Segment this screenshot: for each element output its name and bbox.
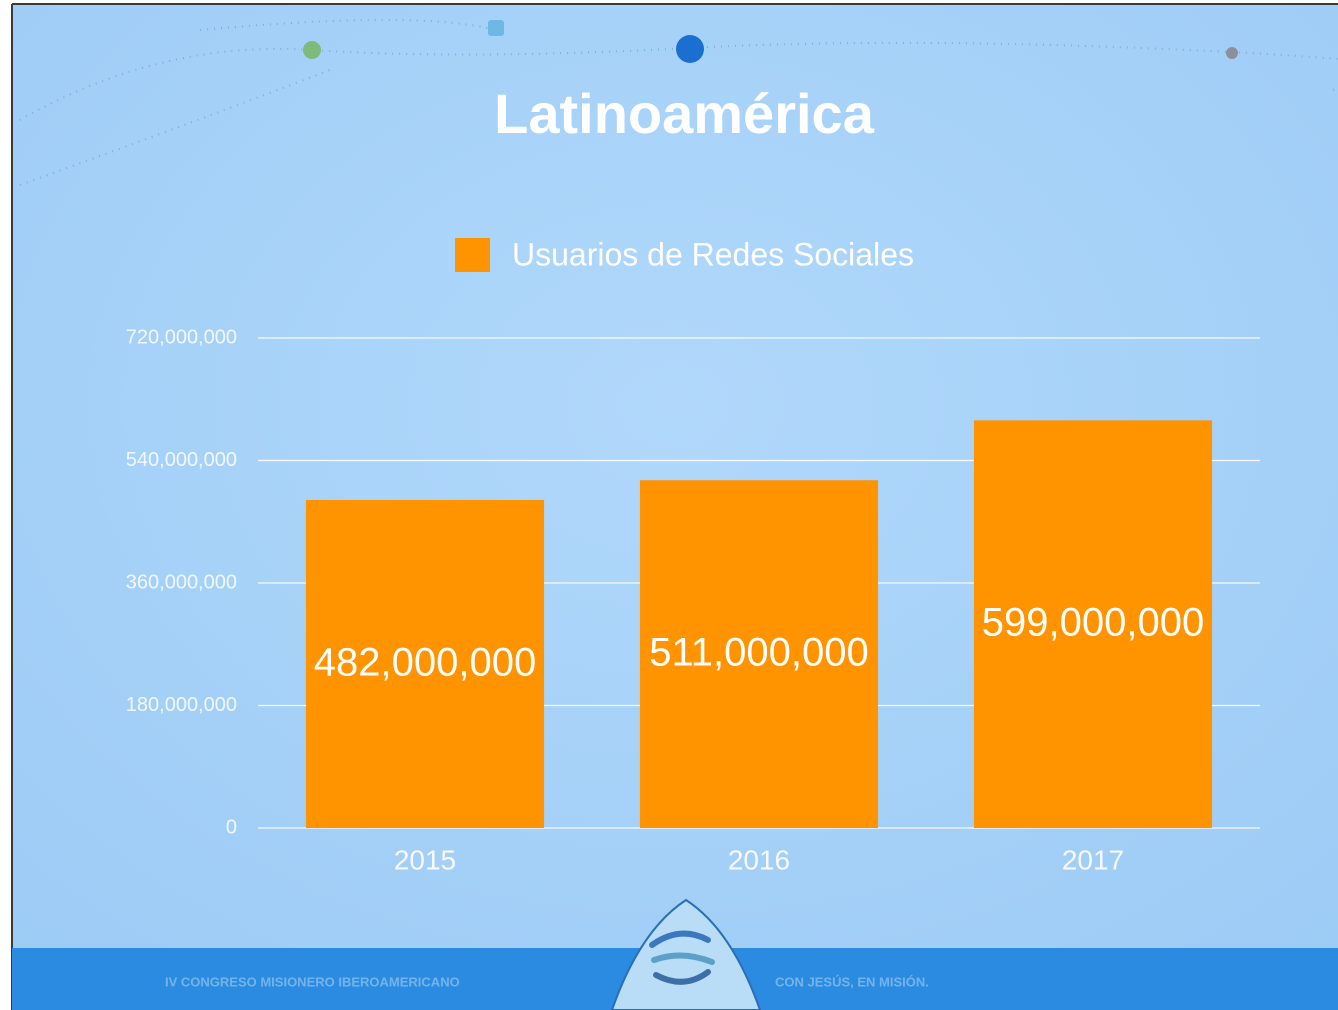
y-tick-label: 0 [226,816,237,838]
y-tick-label: 360,000,000 [126,571,237,593]
data-label: 599,000,000 [982,601,1204,645]
x-tick-label: 2015 [394,844,456,875]
decoration-dot [676,35,704,63]
slide: IV CONGRESO MISIONERO IBEROAMERICANO CON… [0,0,1338,1010]
legend-label: Usuarios de Redes Sociales [512,236,914,272]
decoration-dot [1226,47,1238,59]
footer-left-text: IV CONGRESO MISIONERO IBEROAMERICANO [165,974,460,989]
data-label: 511,000,000 [649,631,868,675]
x-tick-label: 2017 [1062,844,1124,875]
decoration-dot [303,41,321,59]
data-label: 482,000,000 [314,641,536,685]
x-tick-label: 2016 [728,844,790,875]
footer-right-text: CON JESÚS, EN MISIÓN. [775,974,929,989]
decoration-dot [488,20,504,36]
legend-swatch [455,238,490,272]
chart-title: Latinoamérica [494,82,875,145]
y-tick-label: 180,000,000 [126,694,237,716]
y-tick-label: 540,000,000 [126,449,237,471]
y-tick-label: 720,000,000 [126,326,237,348]
